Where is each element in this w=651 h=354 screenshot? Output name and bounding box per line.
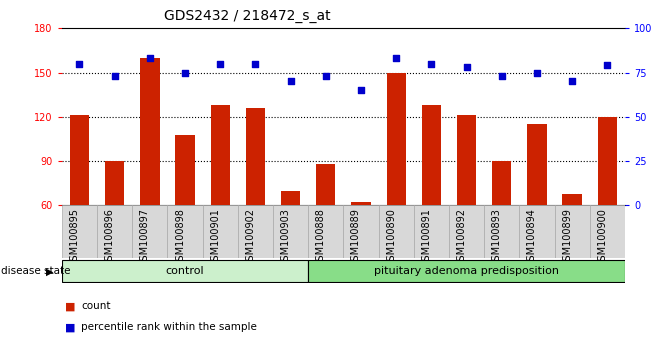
Bar <box>175 135 195 205</box>
Bar <box>562 194 582 205</box>
Text: GSM100901: GSM100901 <box>210 208 220 267</box>
Point <box>391 56 402 61</box>
Text: GSM100890: GSM100890 <box>386 208 396 267</box>
Point <box>109 73 120 79</box>
FancyBboxPatch shape <box>273 205 308 258</box>
Text: pituitary adenoma predisposition: pituitary adenoma predisposition <box>374 266 559 276</box>
Text: ■: ■ <box>65 322 76 332</box>
Point <box>567 79 577 84</box>
Bar <box>281 190 300 205</box>
Bar <box>140 58 159 205</box>
Point <box>320 73 331 79</box>
Text: percentile rank within the sample: percentile rank within the sample <box>81 322 257 332</box>
Point <box>602 63 613 68</box>
Text: GSM100895: GSM100895 <box>70 208 79 267</box>
FancyBboxPatch shape <box>343 205 379 258</box>
Text: GSM100898: GSM100898 <box>175 208 185 267</box>
Bar <box>387 73 406 205</box>
Text: control: control <box>166 266 204 276</box>
Text: GSM100899: GSM100899 <box>562 208 572 267</box>
FancyBboxPatch shape <box>308 260 625 282</box>
Text: ■: ■ <box>65 301 76 311</box>
Bar <box>598 117 617 205</box>
FancyBboxPatch shape <box>132 205 167 258</box>
Text: GSM100888: GSM100888 <box>316 208 326 267</box>
Text: ▶: ▶ <box>46 267 53 276</box>
FancyBboxPatch shape <box>97 205 132 258</box>
Text: GSM100892: GSM100892 <box>456 208 467 267</box>
Point <box>145 56 155 61</box>
FancyBboxPatch shape <box>590 205 625 258</box>
Bar <box>105 161 124 205</box>
FancyBboxPatch shape <box>449 205 484 258</box>
Text: GSM100889: GSM100889 <box>351 208 361 267</box>
FancyBboxPatch shape <box>62 205 97 258</box>
Point <box>250 61 260 67</box>
Text: GSM100900: GSM100900 <box>598 208 607 267</box>
Bar <box>422 105 441 205</box>
FancyBboxPatch shape <box>202 205 238 258</box>
FancyBboxPatch shape <box>519 205 555 258</box>
Bar <box>352 202 370 205</box>
FancyBboxPatch shape <box>308 205 343 258</box>
Point <box>356 87 367 93</box>
Bar <box>245 108 265 205</box>
Point <box>74 61 85 67</box>
Bar <box>527 124 547 205</box>
Point <box>532 70 542 75</box>
FancyBboxPatch shape <box>484 205 519 258</box>
Text: GSM100902: GSM100902 <box>245 208 255 267</box>
Bar <box>316 164 335 205</box>
Point <box>497 73 507 79</box>
Point <box>215 61 225 67</box>
Bar <box>70 115 89 205</box>
Bar <box>457 115 477 205</box>
Text: GSM100891: GSM100891 <box>421 208 432 267</box>
FancyBboxPatch shape <box>167 205 202 258</box>
Bar <box>492 161 512 205</box>
Text: GSM100893: GSM100893 <box>492 208 502 267</box>
Text: count: count <box>81 301 111 311</box>
Point <box>462 64 472 70</box>
Point <box>285 79 296 84</box>
FancyBboxPatch shape <box>555 205 590 258</box>
Point <box>426 61 437 67</box>
FancyBboxPatch shape <box>238 205 273 258</box>
Bar <box>210 105 230 205</box>
Point <box>180 70 190 75</box>
Text: GSM100897: GSM100897 <box>140 208 150 267</box>
FancyBboxPatch shape <box>62 260 308 282</box>
Text: GSM100896: GSM100896 <box>105 208 115 267</box>
Text: GSM100894: GSM100894 <box>527 208 537 267</box>
Text: GDS2432 / 218472_s_at: GDS2432 / 218472_s_at <box>164 9 331 23</box>
FancyBboxPatch shape <box>379 205 414 258</box>
Text: disease state: disease state <box>1 266 70 276</box>
FancyBboxPatch shape <box>414 205 449 258</box>
Text: GSM100903: GSM100903 <box>281 208 290 267</box>
